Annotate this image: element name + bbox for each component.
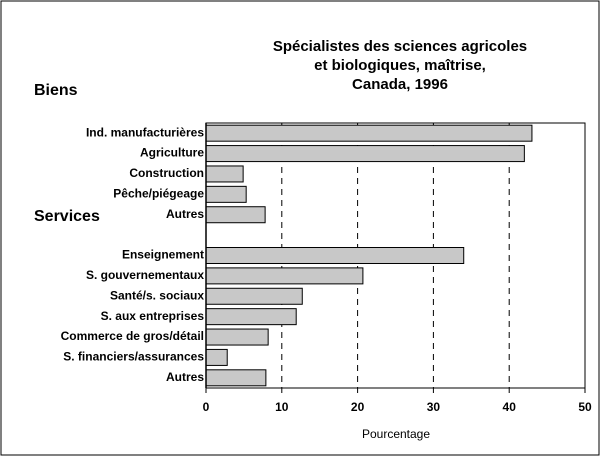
- x-tick-label: 40: [503, 400, 517, 414]
- chart-title: Canada, 1996: [352, 76, 448, 93]
- y-tick-label: Agriculture: [140, 146, 204, 160]
- y-tick-label: Santé/s. sociaux: [110, 288, 204, 302]
- bar: [205, 247, 465, 264]
- y-tick-label: Construction: [129, 166, 204, 180]
- bar: [205, 145, 525, 163]
- y-tick-label: S. financiers/assurances: [63, 350, 204, 364]
- x-tick-label: 10: [275, 400, 289, 414]
- y-tick-label: Autres: [166, 370, 204, 384]
- y-tick-label: Ind. manufacturières: [86, 125, 204, 139]
- y-tick-label: Enseignement: [122, 248, 204, 262]
- bar: [205, 308, 297, 326]
- y-tick-label: Autres: [166, 207, 204, 221]
- y-tick-label: S. gouvernementaux: [86, 268, 204, 282]
- y-tick-label: S. aux entreprises: [101, 309, 205, 323]
- bar: [205, 124, 533, 142]
- y-tick-label: Pêche/piégeage: [113, 187, 204, 201]
- bar: [205, 287, 303, 305]
- bar: [205, 328, 269, 346]
- x-tick-label: 50: [578, 400, 592, 414]
- bar: [205, 348, 228, 366]
- y-tick-label: Commerce de gros/détail: [61, 329, 204, 343]
- group-label: Biens: [34, 82, 78, 99]
- chart-title: et biologiques, maîtrise,: [314, 57, 486, 74]
- x-axis-label: Pourcentage: [362, 427, 430, 441]
- x-tick-label: 20: [351, 400, 365, 414]
- bar: [205, 369, 267, 387]
- x-tick-label: 0: [203, 400, 210, 414]
- x-tick-label: 30: [427, 400, 441, 414]
- bar: [205, 165, 244, 183]
- group-label: Services: [34, 208, 100, 225]
- bar: [205, 206, 266, 224]
- bar: [205, 267, 364, 285]
- bar: [205, 185, 247, 203]
- chart-title: Spécialistes des sciences agricoles: [273, 38, 527, 55]
